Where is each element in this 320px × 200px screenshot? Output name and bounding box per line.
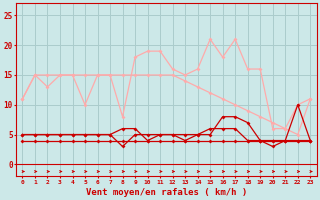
- X-axis label: Vent moyen/en rafales ( km/h ): Vent moyen/en rafales ( km/h ): [86, 188, 247, 197]
